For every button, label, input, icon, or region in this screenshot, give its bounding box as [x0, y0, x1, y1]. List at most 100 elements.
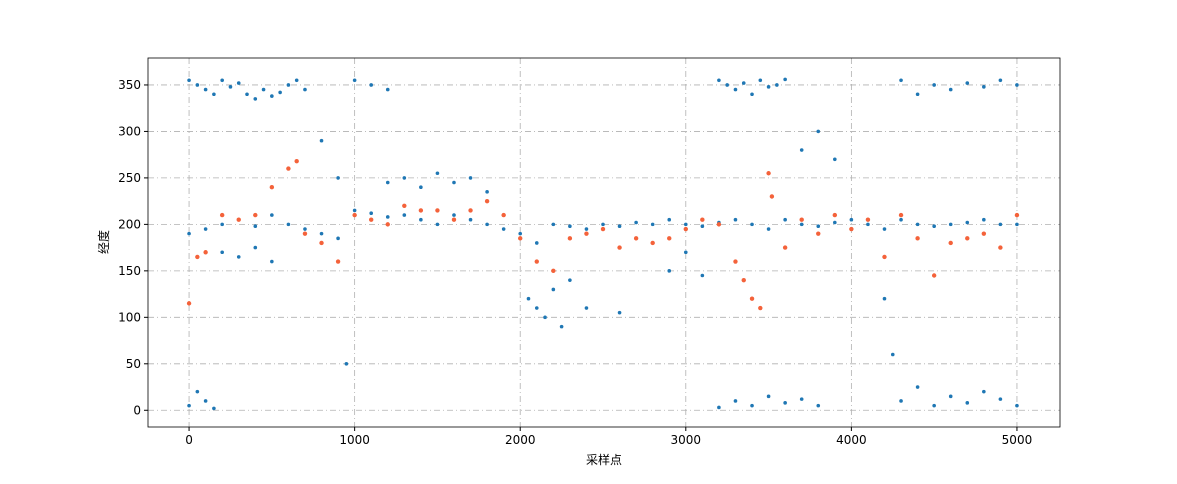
data-point: [220, 250, 224, 255]
data-point: [485, 222, 489, 227]
data-point: [700, 224, 705, 229]
data-point: [733, 259, 738, 264]
data-point: [195, 389, 200, 394]
data-point: [617, 224, 622, 229]
data-point: [600, 226, 606, 232]
data-point: [783, 77, 787, 82]
data-point: [236, 81, 241, 85]
x-axis-label: 采样点: [586, 452, 622, 467]
data-point: [203, 250, 208, 255]
data-point: [402, 213, 407, 217]
data-point: [882, 254, 887, 260]
data-point: [667, 269, 672, 273]
data-point: [344, 361, 349, 366]
data-point: [915, 92, 920, 97]
data-point: [948, 394, 953, 399]
data-point: [501, 227, 506, 231]
data-point: [865, 217, 871, 222]
data-point: [551, 287, 556, 292]
data-point: [236, 217, 241, 222]
x-tick-label: 0: [185, 433, 193, 447]
data-point: [286, 83, 291, 87]
data-point: [717, 405, 721, 410]
data-point: [866, 222, 870, 227]
data-point: [932, 403, 936, 408]
data-point: [543, 315, 547, 320]
data-point: [402, 176, 407, 180]
data-point: [965, 220, 970, 225]
data-point: [220, 78, 224, 83]
data-point: [270, 213, 274, 217]
data-point: [278, 90, 282, 95]
data-point: [667, 236, 672, 241]
data-point: [733, 399, 738, 403]
data-point: [319, 231, 324, 236]
data-point: [775, 83, 779, 87]
data-point: [816, 231, 821, 236]
data-point: [816, 129, 821, 134]
data-point: [783, 401, 787, 405]
data-point: [965, 401, 970, 405]
data-point: [749, 296, 755, 301]
data-point: [526, 296, 531, 301]
data-point: [1015, 222, 1019, 227]
data-point: [319, 240, 324, 246]
data-point: [965, 81, 970, 85]
data-point: [336, 176, 340, 180]
data-point: [750, 92, 754, 97]
data-point: [335, 259, 341, 264]
data-point: [650, 222, 655, 227]
data-point: [982, 85, 986, 89]
data-point: [931, 273, 937, 278]
data-point: [212, 406, 216, 411]
data-point: [899, 399, 903, 403]
x-tick-label: 5000: [1002, 433, 1033, 447]
data-point: [518, 236, 523, 241]
data-point: [683, 250, 688, 255]
data-point: [584, 227, 589, 231]
y-tick-label: 300: [118, 124, 141, 138]
data-point: [534, 259, 539, 264]
data-point: [833, 157, 837, 162]
y-tick-label: 150: [118, 264, 141, 278]
x-tick-label: 3000: [671, 433, 702, 447]
data-point: [741, 81, 746, 85]
data-point: [782, 245, 788, 250]
data-point: [667, 217, 672, 222]
data-point: [915, 385, 920, 389]
data-point: [534, 306, 539, 310]
y-tick-label: 350: [118, 78, 141, 92]
data-point: [352, 78, 357, 83]
data-point: [551, 222, 556, 227]
data-point: [501, 212, 506, 218]
data-point: [799, 217, 804, 222]
data-point: [212, 92, 216, 97]
data-point: [319, 138, 324, 143]
data-point: [915, 222, 920, 227]
data-point: [435, 208, 440, 213]
data-point: [733, 217, 738, 222]
data-point: [833, 220, 837, 225]
data-point: [551, 268, 556, 274]
data-point: [758, 78, 763, 83]
data-point: [890, 352, 895, 357]
data-point: [650, 240, 655, 246]
data-point: [998, 397, 1003, 401]
data-point: [336, 236, 340, 241]
data-point: [750, 403, 754, 408]
y-tick-label: 100: [118, 310, 141, 324]
data-point: [352, 208, 357, 213]
data-point: [617, 310, 622, 315]
data-point: [385, 180, 390, 185]
data-point: [634, 220, 638, 225]
data-point: [799, 222, 804, 227]
data-point: [758, 305, 763, 311]
data-point: [948, 87, 953, 92]
data-point: [725, 83, 729, 87]
x-tick-label: 1000: [339, 433, 370, 447]
data-point: [269, 184, 275, 190]
data-point: [700, 273, 705, 278]
data-point: [998, 78, 1003, 83]
